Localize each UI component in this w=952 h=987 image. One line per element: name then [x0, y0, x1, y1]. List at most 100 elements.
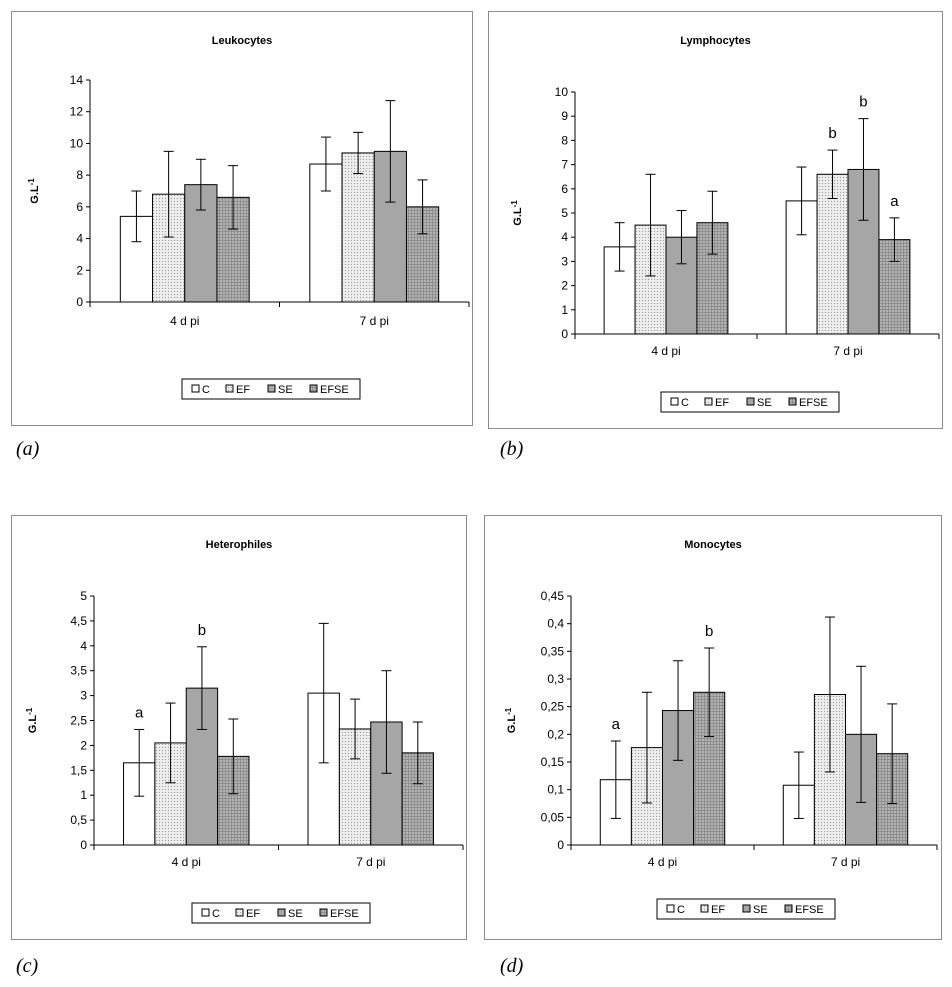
legend-label-c: C: [202, 384, 210, 396]
x-category-label: 7 d pi: [831, 855, 860, 869]
chart-panel-b: Lymphocytes 0 1 2 3 4 5 6 7 8 9 10 G.L-1 4 d pi 7 d pi…: [488, 11, 943, 429]
y-tick-label: 8: [561, 133, 568, 147]
y-tick-label: 3,5: [70, 664, 87, 678]
legend-swatch-ef: [235, 908, 244, 917]
legend-swatch-se: [742, 904, 751, 913]
y-tick-label: 4: [561, 230, 568, 244]
y-tick-label: 14: [70, 73, 84, 87]
y-tick-label: 6: [76, 200, 83, 214]
y-tick-label: 0,45: [541, 589, 565, 603]
x-category-label: 4 d pi: [651, 344, 680, 358]
chart-title: Leukocytes: [212, 35, 273, 47]
y-axis-label: G.L-1: [504, 707, 518, 733]
chart-panel-a: Leukocytes 0 2 4 6 8 10 12 14 G.L-1 4 d pi 7 d pi C E…: [11, 11, 473, 426]
legend-swatch-c: [670, 397, 679, 406]
y-tick-label: 4: [80, 639, 87, 653]
chart-title: Lymphocytes: [680, 35, 751, 47]
chart-panel-c: Heterophiles 0 0,5 1 1,5 2 2,5 3 3,5 4 4,5 5 G.L-1 4 …: [11, 515, 467, 940]
legend-label-c: C: [681, 397, 689, 409]
y-tick-label: 1: [561, 303, 568, 317]
y-tick-label: 0,5: [70, 813, 87, 827]
legend-label-se: SE: [278, 384, 293, 396]
legend-label-c: C: [677, 904, 685, 916]
legend-swatch-se: [746, 397, 755, 406]
y-tick-label: 0: [76, 295, 83, 309]
y-tick-label: 10: [70, 136, 84, 150]
y-tick-label: 0,15: [541, 755, 565, 769]
legend-swatch-c: [191, 384, 200, 393]
y-tick-label: 0: [557, 838, 564, 852]
legend-label-se: SE: [288, 908, 303, 920]
legend-label-efse: EFSE: [330, 908, 359, 920]
legend-label-ef: EF: [715, 397, 729, 409]
legend-label-c: C: [212, 908, 220, 920]
y-tick-label: 0: [80, 838, 87, 852]
legend-swatch-c: [201, 908, 210, 917]
y-tick-label: 0,2: [547, 727, 564, 741]
legend-swatch-c: [666, 904, 675, 913]
y-tick-label: 0,3: [547, 672, 564, 686]
x-category-label: 4 d pi: [648, 855, 677, 869]
legend-label-efse: EFSE: [320, 384, 349, 396]
y-tick-label: 4,5: [70, 614, 87, 628]
chart-svg-d: Monocytes 0 0,05 0,1 0,15 0,2 0,25 0,3 0,35 0,4 0,…: [504, 539, 938, 920]
x-category-label: 7 d pi: [360, 314, 389, 328]
legend-swatch-efse: [319, 908, 328, 917]
y-tick-label: 0,35: [541, 644, 565, 658]
panel-label-b: (b): [500, 438, 524, 460]
significance-label: a: [890, 193, 899, 210]
legend-swatch-efse: [784, 904, 793, 913]
significance-label: b: [198, 622, 206, 639]
legend-swatch-ef: [225, 384, 234, 393]
y-tick-label: 2: [76, 263, 83, 277]
legend-label-ef: EF: [236, 384, 250, 396]
panel-label-a: (a): [16, 438, 40, 460]
chart-title: Monocytes: [684, 539, 741, 551]
y-tick-label: 12: [70, 105, 84, 119]
legend-label-se: SE: [757, 397, 772, 409]
y-tick-label: 0: [561, 327, 568, 341]
y-axis-label: G.L-1: [25, 707, 39, 733]
y-tick-label: 0,1: [547, 783, 564, 797]
y-tick-label: 9: [561, 109, 568, 123]
legend-swatch-efse: [788, 397, 797, 406]
legend-swatch-se: [267, 384, 276, 393]
y-tick-label: 2,5: [70, 714, 87, 728]
legend-swatch-ef: [700, 904, 709, 913]
legend-label-ef: EF: [711, 904, 725, 916]
y-tick-label: 1,5: [70, 763, 87, 777]
legend-label-efse: EFSE: [799, 397, 828, 409]
chart-svg-b: Lymphocytes 0 1 2 3 4 5 6 7 8 9 10 G.L-1 4 d pi 7 d pi…: [510, 35, 940, 413]
legend-swatch-ef: [704, 397, 713, 406]
bar-ef: [341, 152, 375, 303]
panel-label-c: (c): [16, 955, 39, 977]
x-category-label: 7 d pi: [833, 344, 862, 358]
y-tick-label: 4: [76, 232, 83, 246]
x-category-label: 4 d pi: [172, 855, 201, 869]
y-tick-label: 5: [80, 589, 87, 603]
y-axis-label: G.L-1: [27, 178, 41, 204]
x-category-label: 4 d pi: [170, 314, 199, 328]
y-tick-label: 0,25: [541, 700, 565, 714]
legend-swatch-efse: [309, 384, 318, 393]
y-tick-label: 3: [561, 254, 568, 268]
legend-label-ef: EF: [246, 908, 260, 920]
chart-svg-a: Leukocytes 0 2 4 6 8 10 12 14 G.L-1 4 d pi 7 d pi C E…: [27, 35, 470, 400]
y-tick-label: 2: [80, 738, 87, 752]
y-tick-label: 0,05: [541, 810, 565, 824]
legend-label-efse: EFSE: [795, 904, 824, 916]
y-tick-label: 3: [80, 689, 87, 703]
y-tick-label: 5: [561, 206, 568, 220]
legend-swatch-se: [277, 908, 286, 917]
y-tick-label: 10: [555, 85, 569, 99]
bar-ef: [816, 173, 849, 335]
y-tick-label: 0,4: [547, 617, 564, 631]
significance-label: b: [828, 125, 836, 142]
y-tick-label: 2: [561, 279, 568, 293]
x-category-label: 7 d pi: [356, 855, 385, 869]
legend-label-se: SE: [753, 904, 768, 916]
y-tick-label: 7: [561, 158, 568, 172]
chart-svg-c: Heterophiles 0 0,5 1 1,5 2 2,5 3 3,5 4 4,5 5 G.L-1 4 …: [25, 539, 464, 924]
significance-label: a: [135, 704, 144, 721]
significance-label: b: [859, 94, 867, 111]
